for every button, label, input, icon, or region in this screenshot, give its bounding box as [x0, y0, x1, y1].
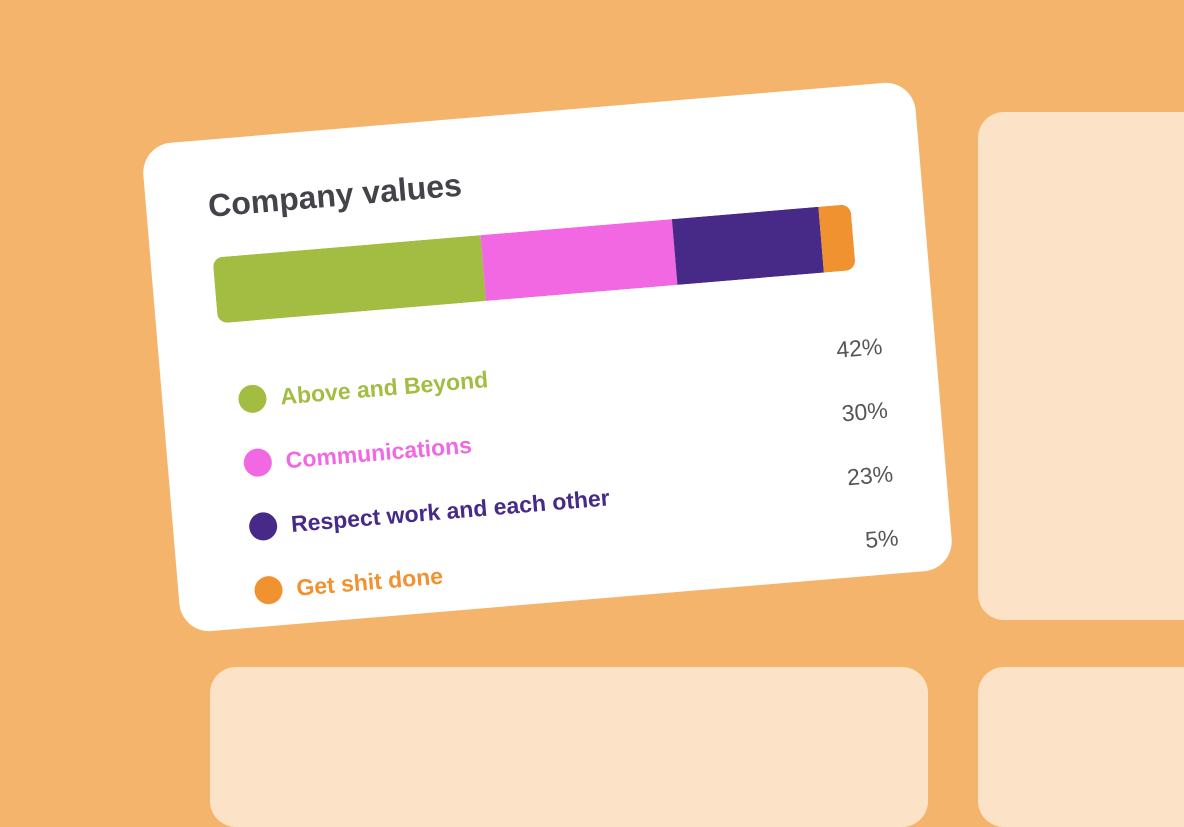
legend-dot [237, 383, 268, 414]
value-label: 5% [864, 523, 900, 553]
bar-segment [212, 235, 486, 324]
chart-card: Company values Above and Beyond 42% Commun… [140, 80, 955, 634]
legend-label: Above and Beyond [279, 365, 489, 409]
value-label: 23% [845, 460, 895, 490]
bar-segment [818, 204, 856, 273]
legend: Above and Beyond 42% Communications 30% Resp… [222, 314, 901, 624]
legend-label: Get shit done [295, 562, 444, 601]
background-tile [210, 667, 928, 827]
legend-dot [242, 447, 273, 478]
bar-segment [671, 206, 824, 285]
page: Company values Above and Beyond 42% Commun… [140, 80, 1184, 827]
chart-title: Company values [206, 166, 464, 224]
legend-label: Respect work and each other [289, 483, 611, 537]
stacked-bar [212, 204, 856, 324]
legend-dot [248, 511, 279, 542]
background-tile [978, 667, 1184, 827]
bar-segment [480, 219, 678, 301]
background-tile [978, 112, 1184, 620]
value-label: 42% [835, 332, 884, 363]
legend-label: Communications [284, 431, 473, 473]
legend-dot [253, 575, 284, 606]
value-label: 30% [840, 396, 889, 427]
